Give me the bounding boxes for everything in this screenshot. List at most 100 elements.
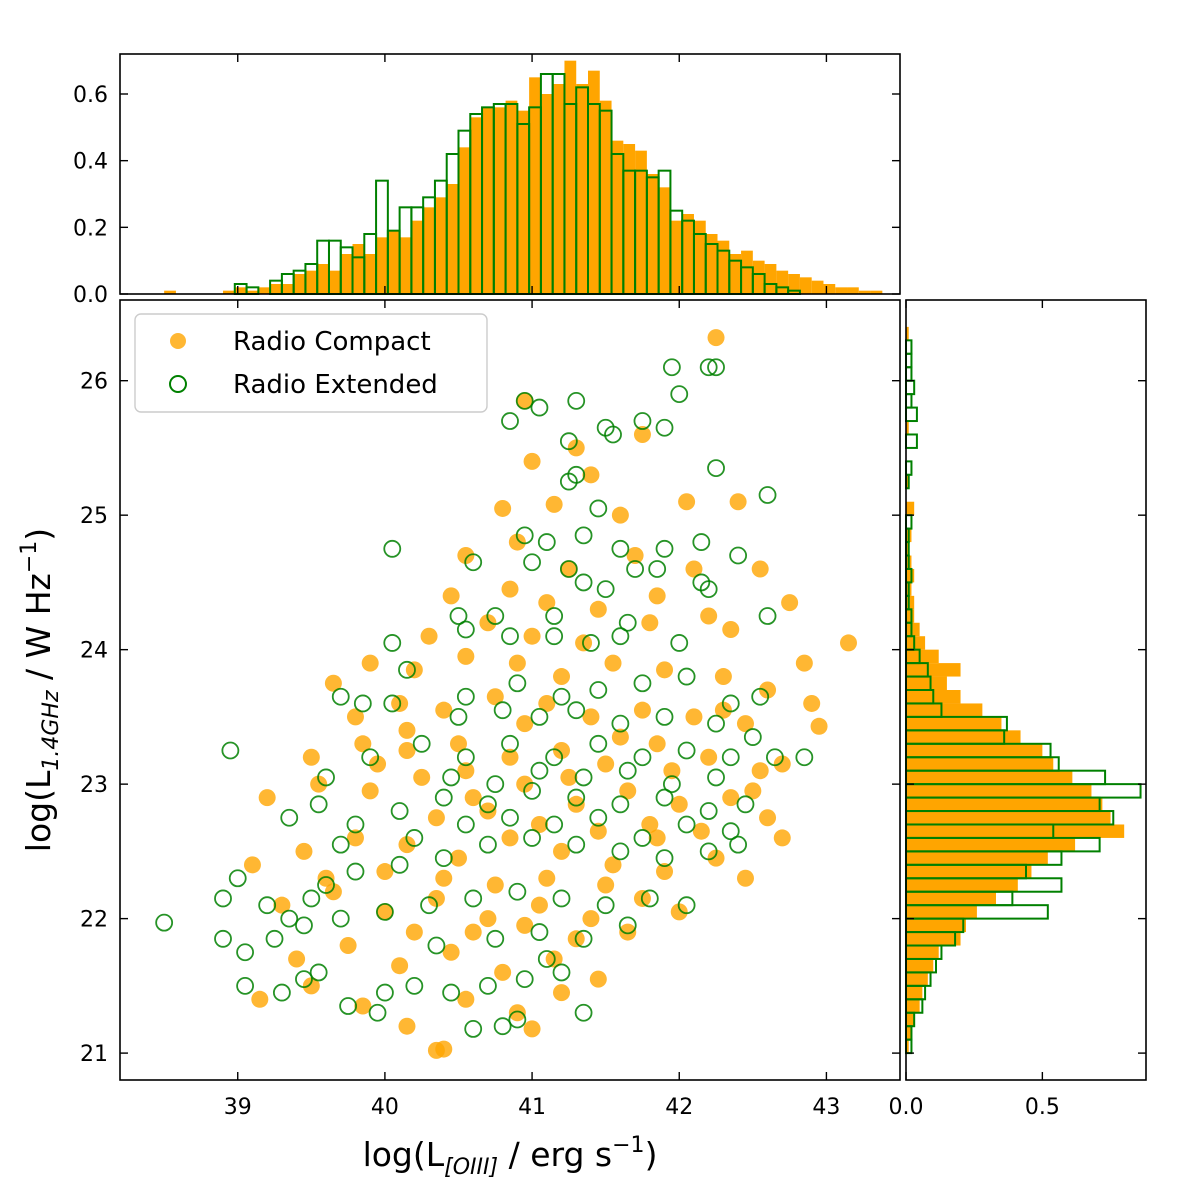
extended-point [302,889,321,908]
compact-point [413,768,431,786]
legend-box [134,313,488,413]
top-bar-compact [399,237,412,294]
compact-point [604,856,622,874]
compact-point [464,789,482,807]
extended-point [376,983,394,1002]
extended-point [574,929,593,948]
extended-point [633,412,652,430]
top-y-ticks: 0.0 0.2 0.4 0.6 [73,83,900,308]
extended-point [699,580,718,599]
x-axis-label: log(L[OIII] / erg s−1) [363,1133,658,1180]
compact-point [376,903,394,921]
right-bar-compact [906,421,909,435]
compact-point [648,829,666,847]
extended-point [309,963,328,982]
compact-point [839,634,857,652]
extended-point [456,687,475,706]
compact-point [302,977,320,995]
extended-point [589,808,608,827]
y-axis-label-close: ) [19,528,58,541]
extended-point [699,358,718,377]
right-bar-compact [906,1026,912,1040]
extended-point [405,829,424,847]
extended-point [236,943,254,962]
extended-point [552,963,571,982]
extended-point [486,775,505,794]
right-bar-compact [906,837,1076,852]
compact-point [346,708,364,726]
extended-point [611,714,630,733]
x-axis-label-superscript: −1 [612,1133,644,1158]
extended-point [508,1010,527,1029]
top-bar-compact [858,290,871,294]
top-bar-compact [670,220,683,294]
top-bar-compact [540,94,553,294]
compact-point [420,627,438,645]
right-bar-compact [906,905,977,919]
compact-point [442,943,460,961]
compact-point [685,708,703,726]
top-bar-compact [729,254,742,294]
right-bar-compact [906,676,947,690]
compact-point [744,782,762,800]
extended-point [545,607,564,625]
compact-point [736,869,754,887]
compact-point [494,499,512,517]
extended-point [530,707,549,726]
compact-point [302,748,320,766]
compact-point [523,627,541,645]
compact-point [582,708,600,726]
extended-point [559,432,578,451]
top-bar-compact [223,290,235,294]
top-x-ticks [237,54,828,294]
compact-point [251,990,269,1008]
compact-point [589,970,607,988]
extended-point [214,889,232,908]
compact-point [516,392,534,410]
compact-point [398,721,416,739]
compact-point [449,735,467,753]
right-bar-compact [906,663,961,677]
extended-point [155,913,174,932]
compact-point [479,910,497,928]
extended-point [729,546,748,565]
compact-point [538,694,556,712]
top-bar-compact [446,184,459,294]
right-bar-compact [906,568,915,583]
extended-point [405,976,424,995]
compact-point [324,674,342,692]
extended-point [567,701,586,720]
extended-point [456,748,475,767]
top-bar-compact [776,270,789,294]
extended-point [604,425,622,444]
right-bar-compact [906,891,996,906]
compact-point [398,836,416,854]
extended-point [456,815,475,834]
compact-point [361,782,379,800]
extended-point [501,412,519,430]
extended-point [317,768,335,787]
compact-point [714,668,732,686]
top-bar-compact [764,264,777,294]
compact-point [288,950,306,968]
extended-point [383,694,402,713]
y-axis-label-base: log(L [19,770,58,852]
scatter-points [155,329,857,1059]
compact-point [604,654,622,672]
extended-point [699,802,718,820]
compact-point [486,688,504,706]
compact-point [479,614,497,632]
extended-point [736,795,755,814]
compact-point [530,815,548,833]
compact-point [656,661,674,679]
extended-point [486,607,505,625]
extended-point [398,660,416,679]
right-bar-compact [906,716,1002,731]
y-tick-label: 26 [80,370,108,395]
compact-point [346,829,364,847]
x-tick-label: 43 [812,1095,840,1120]
extended-point [640,889,659,908]
right-bar-compact [906,649,939,664]
compact-point [457,990,475,1008]
compact-point [589,600,607,618]
